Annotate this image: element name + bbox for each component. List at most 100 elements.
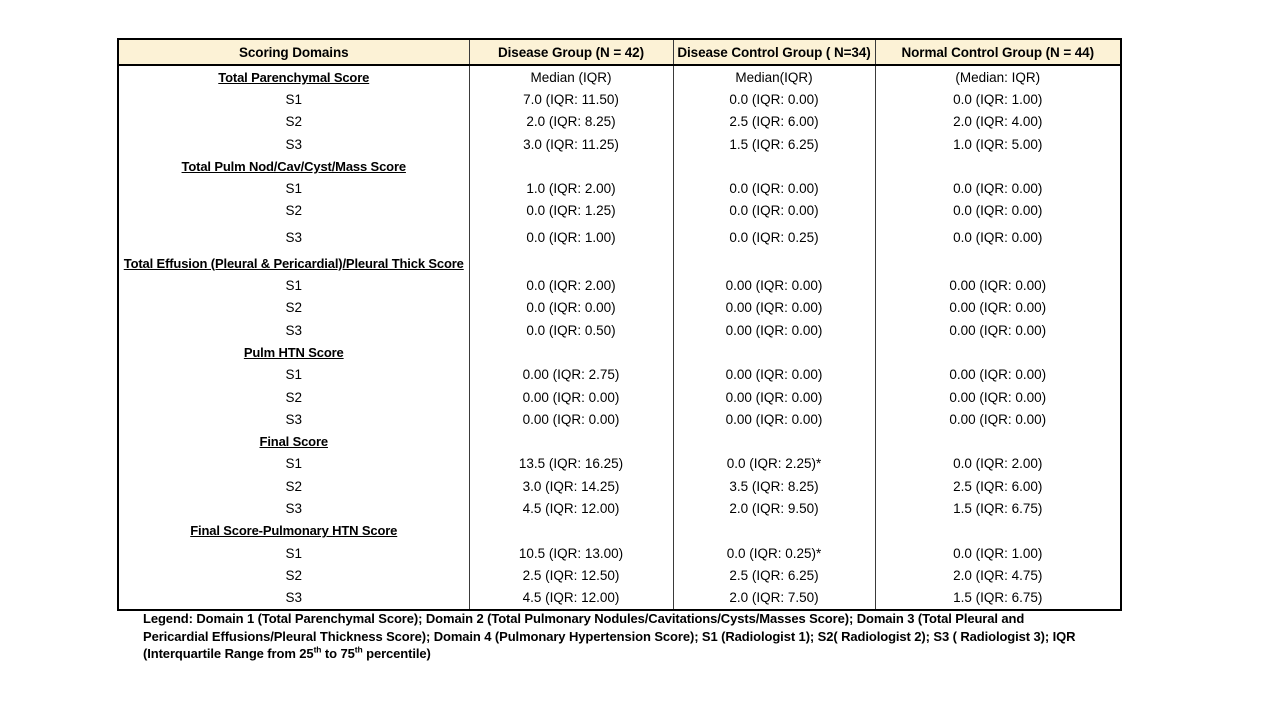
reader-label: S3 (285, 322, 302, 338)
median-label (468, 252, 673, 275)
score-value: 0.00 (IQR: 0.00) (672, 363, 875, 386)
score-value: 3.5 (IQR: 8.25) (672, 475, 875, 498)
score-value: 2.5 (IQR: 6.00) (874, 475, 1121, 498)
legend-segment: (Interquartile Range from 25 (143, 646, 314, 661)
table-row: S3 4.5 (IQR: 12.00) 2.0 (IQR: 7.50) 1.5 (IQ… (118, 586, 1121, 610)
score-value: 0.0 (IQR: 1.25) (468, 199, 673, 223)
median-label (468, 430, 673, 453)
legend-line: Pericardial Effusions/Pleural Thickness … (143, 628, 1083, 646)
score-value: 0.0 (IQR: 0.00) (468, 296, 673, 319)
table-row: S1 0.0 (IQR: 2.00) 0.00 (IQR: 0.00) 0.00 (I… (118, 274, 1121, 297)
table-row: S3 3.0 (IQR: 11.25) 1.5 (IQR: 6.25) 1.0 (IQ… (118, 132, 1121, 156)
score-value: 0.0 (IQR: 0.00) (874, 199, 1121, 223)
score-value: 0.00 (IQR: 0.00) (672, 296, 875, 319)
table-row: S1 13.5 (IQR: 16.25) 0.0 (IQR: 2.25)* 0.0 (… (118, 452, 1121, 476)
score-value: 1.0 (IQR: 2.00) (468, 177, 673, 200)
score-value: 0.0 (IQR: 1.00) (874, 88, 1121, 111)
section-title-row: Total Pulm Nod/Cav/Cyst/Mass Score (118, 155, 1121, 178)
score-value: 4.5 (IQR: 12.00) (468, 586, 673, 610)
score-value: 3.0 (IQR: 11.25) (468, 132, 673, 156)
reader-label: S2 (285, 389, 302, 405)
score-value: 2.0 (IQR: 9.50) (672, 497, 875, 520)
table-row: S2 0.00 (IQR: 0.00) 0.00 (IQR: 0.00) 0.00 (… (118, 385, 1121, 409)
score-value: 0.0 (IQR: 0.00) (874, 222, 1121, 253)
section-title: Final Score (259, 434, 329, 450)
reader-label: S2 (285, 114, 302, 130)
score-value: 0.00 (IQR: 0.00) (874, 318, 1121, 342)
section-title-row: Final Score-Pulmonary HTN Score (118, 519, 1121, 542)
score-value: 0.0 (IQR: 2.00) (874, 452, 1121, 476)
column-header: Disease Control Group ( N=34) (672, 39, 875, 66)
score-value: 0.0 (IQR: 2.25)* (672, 452, 875, 476)
table-row: S1 7.0 (IQR: 11.50) 0.0 (IQR: 0.00) 0.0 (IQ… (118, 88, 1121, 111)
score-value: 7.0 (IQR: 11.50) (468, 88, 673, 111)
legend-segment: percentile) (362, 646, 431, 661)
table-row: S3 0.0 (IQR: 1.00) 0.0 (IQR: 0.25) 0.0 (IQR… (118, 222, 1121, 253)
legend-segment: Legend: Domain 1 (Total Parenchymal Scor… (143, 611, 1025, 626)
median-label (672, 519, 875, 542)
median-label: Median (IQR) (468, 65, 673, 89)
scoring-table: Scoring Domains Disease Group (N = 42) Dis… (117, 38, 1122, 611)
median-label (874, 430, 1121, 453)
score-value: 0.0 (IQR: 0.00) (672, 177, 875, 200)
legend-superscript: th (354, 644, 363, 655)
reader-label: S1 (285, 367, 302, 383)
score-value: 0.00 (IQR: 0.00) (672, 274, 875, 297)
median-label (672, 341, 875, 364)
table-row: S3 4.5 (IQR: 12.00) 2.0 (IQR: 9.50) 1.5 (IQ… (118, 497, 1121, 520)
section-title-row: Pulm HTN Score (118, 341, 1121, 364)
score-value: 0.0 (IQR: 1.00) (468, 222, 673, 253)
score-value: 1.5 (IQR: 6.25) (672, 132, 875, 156)
score-value: 0.0 (IQR: 2.00) (468, 274, 673, 297)
score-value: 0.00 (IQR: 2.75) (468, 363, 673, 386)
reader-label: S1 (285, 456, 302, 472)
score-value: 2.5 (IQR: 6.25) (672, 564, 875, 587)
score-value: 0.0 (IQR: 0.25) (672, 222, 875, 253)
score-value: 2.0 (IQR: 4.75) (874, 564, 1121, 587)
median-label (468, 155, 673, 178)
score-value: 0.00 (IQR: 0.00) (874, 363, 1121, 386)
reader-label: S3 (285, 500, 302, 516)
score-value: 3.0 (IQR: 14.25) (468, 475, 673, 498)
section-title: Total Effusion (Pleural & Pericardial)/P… (123, 255, 464, 271)
reader-label: S2 (285, 478, 302, 494)
column-header: Normal Control Group (N = 44) (874, 39, 1121, 66)
reader-label: S1 (285, 181, 302, 197)
score-value: 0.00 (IQR: 0.00) (672, 318, 875, 342)
score-value: 0.0 (IQR: 0.25)* (672, 541, 875, 565)
score-value: 0.00 (IQR: 0.00) (874, 296, 1121, 319)
reader-label: S1 (285, 278, 302, 294)
median-label (874, 252, 1121, 275)
reader-label: S2 (285, 300, 302, 316)
reader-label: S2 (285, 203, 302, 219)
section-title: Pulm HTN Score (243, 344, 344, 360)
section-title-row: Total Effusion (Pleural & Pericardial)/P… (118, 252, 1121, 275)
table-row: S2 2.0 (IQR: 8.25) 2.5 (IQR: 6.00) 2.0 (IQR… (118, 110, 1121, 133)
scoring-table-container: Scoring Domains Disease Group (N = 42) Dis… (117, 38, 1122, 611)
median-label (874, 519, 1121, 542)
score-value: 0.00 (IQR: 0.00) (468, 408, 673, 431)
score-value: 0.00 (IQR: 0.00) (672, 408, 875, 431)
score-value: 1.0 (IQR: 5.00) (874, 132, 1121, 156)
table-body: Total Parenchymal Score Median (IQR) Media… (118, 65, 1121, 610)
table-row: S2 2.5 (IQR: 12.50) 2.5 (IQR: 6.25) 2.0 (IQ… (118, 564, 1121, 587)
score-value: 2.5 (IQR: 12.50) (468, 564, 673, 587)
legend-superscript: th (313, 644, 322, 655)
score-value: 1.5 (IQR: 6.75) (874, 586, 1121, 610)
legend-line: (Interquartile Range from 25th to 75th p… (143, 645, 1083, 663)
median-label (468, 341, 673, 364)
table-row: S1 1.0 (IQR: 2.00) 0.0 (IQR: 0.00) 0.0 (IQR… (118, 177, 1121, 200)
table-row: S1 0.00 (IQR: 2.75) 0.00 (IQR: 0.00) 0.00 (… (118, 363, 1121, 386)
section-title: Total Pulm Nod/Cav/Cyst/Mass Score (181, 158, 407, 174)
score-value: 0.00 (IQR: 0.00) (874, 274, 1121, 297)
score-value: 0.0 (IQR: 0.50) (468, 318, 673, 342)
score-value: 0.0 (IQR: 1.00) (874, 541, 1121, 565)
score-value: 2.0 (IQR: 8.25) (468, 110, 673, 133)
reader-label: S3 (285, 136, 302, 152)
score-value: 0.00 (IQR: 0.00) (468, 385, 673, 409)
reader-label: S3 (285, 229, 302, 245)
score-value: 1.5 (IQR: 6.75) (874, 497, 1121, 520)
legend-line: Legend: Domain 1 (Total Parenchymal Scor… (143, 610, 1083, 628)
table-row: S3 0.0 (IQR: 0.50) 0.00 (IQR: 0.00) 0.00 (I… (118, 318, 1121, 342)
table-header-row: Scoring Domains Disease Group (N = 42) Dis… (118, 39, 1121, 66)
